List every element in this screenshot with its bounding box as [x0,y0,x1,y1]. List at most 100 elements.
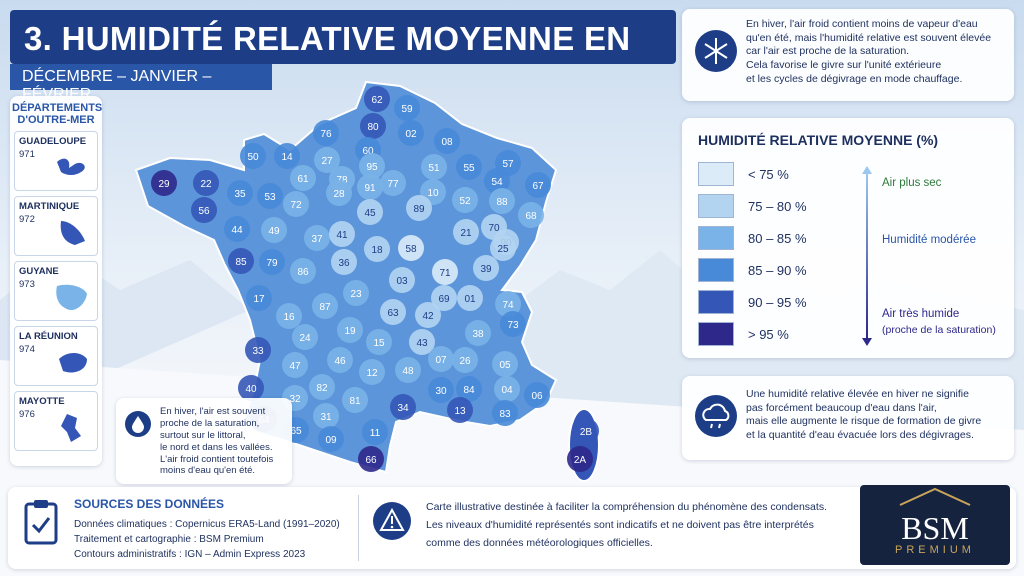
legend-row: < 75 % [698,158,998,190]
overseas-code: 973 [19,279,35,290]
legend-title: HUMIDITÉ RELATIVE MOYENNE (%) [698,132,939,148]
logo-name: BSM [901,510,969,546]
disclaimer-text: Carte illustrative destinée à faciliter … [426,499,827,553]
department [312,293,338,319]
department [224,216,250,242]
legend-row: > 95 % [698,318,998,350]
department-code: 79 [266,258,278,269]
department [292,324,318,350]
overseas-shape [61,414,81,442]
island [61,414,81,442]
department [360,113,386,139]
text-line: Une humidité relative élevée en hiver ne… [746,388,969,400]
department-code: 59 [401,104,413,115]
department-code: 69 [438,294,450,305]
department [246,285,272,311]
department-code: 36 [338,258,350,269]
legend-row: 75 – 80 % [698,190,998,222]
department-code: 61 [297,174,309,185]
department [395,357,421,383]
text-line: surtout sur le littoral, [160,429,246,441]
legend-row: 85 – 90 % [698,254,998,286]
island [59,353,87,373]
department-code: 81 [349,396,361,407]
department-code: 55 [463,163,475,174]
legend-swatch [698,162,734,186]
overseas-shape [57,158,85,175]
text-line: moins d'eau qu'en été. [160,465,255,477]
department [276,303,302,329]
department [313,403,339,429]
department [343,280,369,306]
text-line: Les niveaux d'humidité représentés sont … [426,518,814,531]
department [313,120,339,146]
department [518,202,544,228]
department [525,172,551,198]
department-code: 46 [334,356,346,367]
department-code: 87 [319,302,331,313]
department [398,235,424,261]
department-code: 72 [290,200,302,211]
drop-icon [125,411,151,437]
department [573,418,599,444]
department-code: 28 [333,189,345,200]
text-line: pas forcément beaucoup d'eau dans l'air, [746,401,937,414]
sources-title: SOURCES DES DONNÉES [74,497,225,511]
department-code: 02 [405,129,417,140]
department-code: 83 [499,409,511,420]
department [415,302,441,328]
legend-label: < 75 % [748,166,789,182]
department [362,419,388,445]
department [359,153,385,179]
department-code: 05 [499,360,511,371]
note-right-text: Une humidité relative élevée en hiver ne… [746,388,1004,443]
department [357,174,383,200]
sources-text: Données climatiques : Copernicus ERA5-La… [74,517,340,562]
overseas-name: MARTINIQUE [19,201,80,212]
department-code: 84 [463,385,475,396]
legend-label: > 95 % [748,326,789,342]
map-note-text: En hiver, l'air est souvent proche de la … [160,406,284,477]
overseas-item: GUYANE 973 [14,261,98,321]
warning-icon [373,502,411,540]
department-code: 63 [387,308,399,319]
department [364,236,390,262]
logo-tagline: PREMIUM [895,544,975,556]
department [490,235,516,261]
overseas-code: 972 [19,214,35,225]
department-code: 47 [289,361,301,372]
legend-swatch [698,258,734,282]
department-code: 74 [502,300,514,311]
department [452,347,478,373]
overseas-name: MAYOTTE [19,396,65,407]
legend-label: 80 – 85 % [748,230,807,246]
department [457,285,483,311]
department [193,170,219,196]
department-code: 10 [427,188,439,199]
department [274,143,300,169]
france-outline [134,80,558,474]
department [431,285,457,311]
department [434,128,460,154]
department [314,147,340,173]
department-code: 58 [405,244,417,255]
overseas-code: 976 [19,409,35,420]
department-code: 45 [364,208,376,219]
note-right: Une humidité relative élevée en hiver ne… [682,376,1014,460]
department [151,170,177,196]
department [394,95,420,121]
department [406,195,432,221]
legend: HUMIDITÉ RELATIVE MOYENNE (%) < 75 % 75 –… [682,118,1014,358]
department-code: 22 [200,179,212,190]
legend-swatch [698,194,734,218]
department [452,187,478,213]
department [567,446,593,472]
department-code: 52 [459,196,471,207]
overseas-item: MAYOTTE 976 [14,391,98,451]
department-code: 60 [362,146,374,157]
department [465,320,491,346]
department-code: 12 [366,368,378,379]
department [409,329,435,355]
snowflake-icon [695,30,737,72]
